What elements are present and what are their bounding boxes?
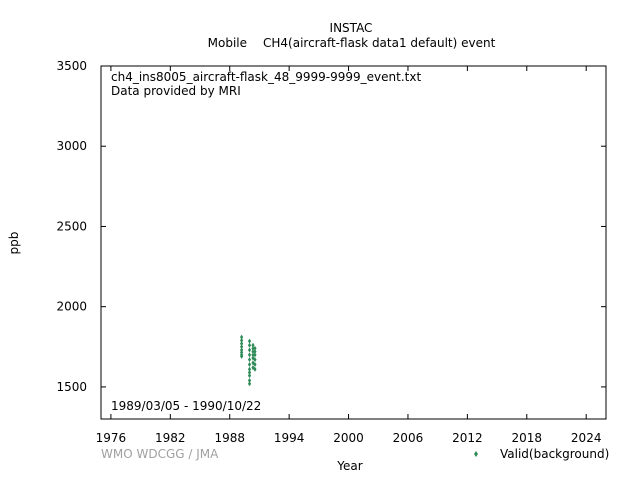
x-axis-label: Year (336, 459, 362, 473)
x-tick-label: 1982 (155, 431, 186, 445)
data-point (247, 347, 252, 353)
data-point (240, 353, 244, 359)
data-point (247, 361, 252, 367)
credit-label: WMO WDCGG / JMA (101, 447, 219, 461)
data-point (247, 352, 252, 358)
data-point (253, 345, 257, 351)
data-point (251, 352, 255, 358)
data-point (247, 357, 252, 363)
data-point (251, 345, 255, 351)
plot-frame (100, 65, 607, 420)
x-tick-label: 2024 (571, 431, 602, 445)
x-tick-label: 2000 (333, 431, 364, 445)
data-point (251, 342, 255, 348)
x-tick-label: 2006 (393, 431, 424, 445)
legend-marker (474, 451, 478, 457)
data-point (240, 344, 244, 350)
y-axis-label: ppb (7, 232, 21, 255)
x-axis: 1976 1982 1988 1994 2000 2006 2012 2018 2024 (96, 66, 602, 445)
data-point (240, 341, 244, 347)
data-points (240, 334, 257, 387)
data-point (247, 369, 252, 375)
data-point (247, 338, 252, 344)
legend: Valid(background) (474, 447, 609, 461)
data-point (253, 357, 257, 363)
data-point (247, 373, 252, 379)
data-point (253, 361, 257, 367)
y-tick-label: 3500 (56, 59, 87, 73)
x-tick-label: 2012 (452, 431, 483, 445)
y-tick-label: 3000 (56, 139, 87, 153)
y-tick-label: 1500 (56, 380, 87, 394)
file-name-label: ch4_ins8005_aircraft-flask_48_9999-9999_… (111, 70, 421, 84)
x-tick-label: 1976 (96, 431, 127, 445)
date-range-label: 1989/03/05 - 1990/10/22 (111, 399, 261, 413)
data-point (253, 366, 257, 372)
x-tick-label: 1994 (274, 431, 305, 445)
x-tick-label: 1988 (214, 431, 245, 445)
x-tick-label: 2018 (512, 431, 543, 445)
data-point (253, 352, 257, 358)
chart-subtitle-left: Mobile (208, 36, 247, 50)
y-tick-label: 2000 (56, 300, 87, 314)
data-point (247, 342, 252, 348)
data-point (247, 381, 252, 387)
data-point (253, 349, 257, 355)
legend-label: Valid(background) (500, 447, 609, 461)
y-tick-label: 2500 (56, 219, 87, 233)
data-point (240, 334, 244, 340)
data-point (240, 337, 244, 343)
data-point (247, 377, 252, 383)
provider-label: Data provided by MRI (111, 84, 241, 98)
chart-title: INSTAC (330, 21, 373, 35)
data-point (251, 349, 255, 355)
y-axis: 1500 2000 2500 3000 3500 (56, 59, 606, 394)
data-point (247, 366, 252, 372)
chart-subtitle-right: CH4(aircraft-flask data1 default) event (263, 36, 496, 50)
